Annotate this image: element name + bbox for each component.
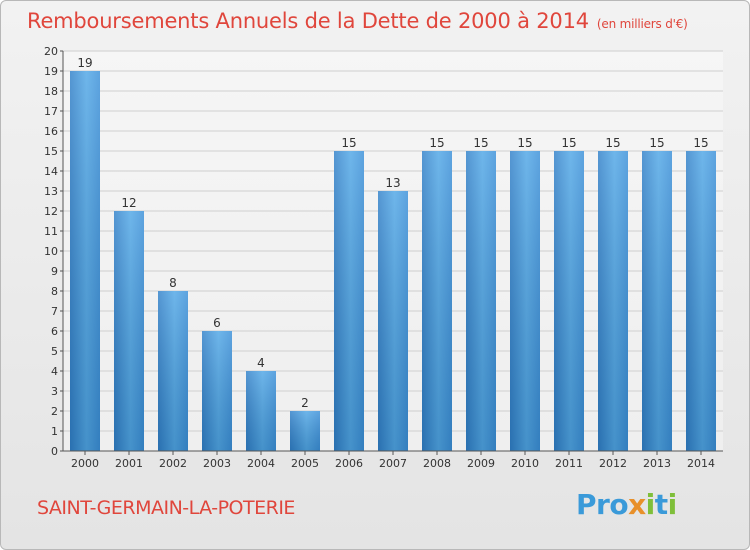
brand-letter: x (628, 488, 646, 521)
x-tick-label: 2013 (643, 457, 671, 470)
data-label: 6 (213, 316, 221, 330)
data-label: 13 (385, 176, 400, 190)
brand-letter: i (645, 488, 656, 521)
y-tick-label: 9 (51, 265, 58, 278)
y-tick-label: 18 (44, 85, 58, 98)
bar-shade (598, 151, 628, 451)
x-tick-label: 2004 (247, 457, 275, 470)
data-label: 15 (561, 136, 576, 150)
bar-shade (114, 211, 144, 451)
bar-shade (686, 151, 716, 451)
bar-shade (510, 151, 540, 451)
y-tick-label: 11 (44, 225, 58, 238)
x-tick-label: 2010 (511, 457, 539, 470)
x-tick-label: 2005 (291, 457, 319, 470)
data-label: 19 (77, 56, 92, 70)
y-tick-label: 6 (51, 325, 58, 338)
chart-unit: (en milliers d'€) (596, 17, 688, 31)
y-tick-label: 15 (44, 145, 58, 158)
y-tick-label: 16 (44, 125, 58, 138)
data-label: 12 (121, 196, 136, 210)
y-tick-label: 17 (44, 105, 58, 118)
x-tick-label: 2000 (71, 457, 99, 470)
brand-letter: t (654, 488, 668, 521)
bar-shade (158, 291, 188, 451)
x-tick-label: 2011 (555, 457, 583, 470)
x-tick-label: 2003 (203, 457, 231, 470)
bar-shade (554, 151, 584, 451)
y-tick-label: 20 (44, 45, 58, 58)
data-label: 15 (693, 136, 708, 150)
data-label: 2 (301, 396, 309, 410)
bar-shade (202, 331, 232, 451)
y-tick-label: 10 (44, 245, 58, 258)
bar-shade (466, 151, 496, 451)
bar-shade (70, 71, 100, 451)
chart-title-text: Remboursements Annuels de la Dette de 20… (27, 9, 589, 33)
x-tick-label: 2006 (335, 457, 363, 470)
chart-title: Remboursements Annuels de la Dette de 20… (27, 9, 688, 33)
bar-shade (378, 191, 408, 451)
y-tick-label: 5 (51, 345, 58, 358)
data-label: 15 (605, 136, 620, 150)
x-tick-label: 2012 (599, 457, 627, 470)
y-tick-label: 0 (51, 445, 58, 458)
commune-name: SAINT-GERMAIN-LA-POTERIE (37, 497, 295, 519)
x-tick-label: 2009 (467, 457, 495, 470)
brand-letter: i (667, 488, 678, 521)
x-tick-label: 2001 (115, 457, 143, 470)
data-label: 15 (473, 136, 488, 150)
bar-shade (290, 411, 320, 451)
bar-shade (334, 151, 364, 451)
brand-letter: r (596, 488, 610, 521)
y-tick-label: 2 (51, 405, 58, 418)
x-tick-label: 2014 (687, 457, 715, 470)
y-tick-label: 7 (51, 305, 58, 318)
brand-logo: Proxiti (576, 488, 677, 521)
bar-shade (246, 371, 276, 451)
data-label: 15 (429, 136, 444, 150)
y-tick-label: 4 (51, 365, 58, 378)
y-tick-label: 1 (51, 425, 58, 438)
x-tick-label: 2007 (379, 457, 407, 470)
data-label: 15 (517, 136, 532, 150)
y-tick-label: 3 (51, 385, 58, 398)
y-tick-label: 13 (44, 185, 58, 198)
brand-letter: o (609, 488, 629, 521)
data-label: 15 (649, 136, 664, 150)
y-tick-label: 14 (44, 165, 58, 178)
bar-shade (422, 151, 452, 451)
brand-letter: P (576, 488, 597, 521)
bar-shade (642, 151, 672, 451)
x-tick-label: 2008 (423, 457, 451, 470)
data-label: 15 (341, 136, 356, 150)
x-tick-label: 2002 (159, 457, 187, 470)
y-tick-label: 12 (44, 205, 58, 218)
y-tick-label: 8 (51, 285, 58, 298)
y-tick-label: 19 (44, 65, 58, 78)
data-label: 8 (169, 276, 177, 290)
brand-text: Proxiti (576, 488, 677, 521)
data-label: 4 (257, 356, 265, 370)
